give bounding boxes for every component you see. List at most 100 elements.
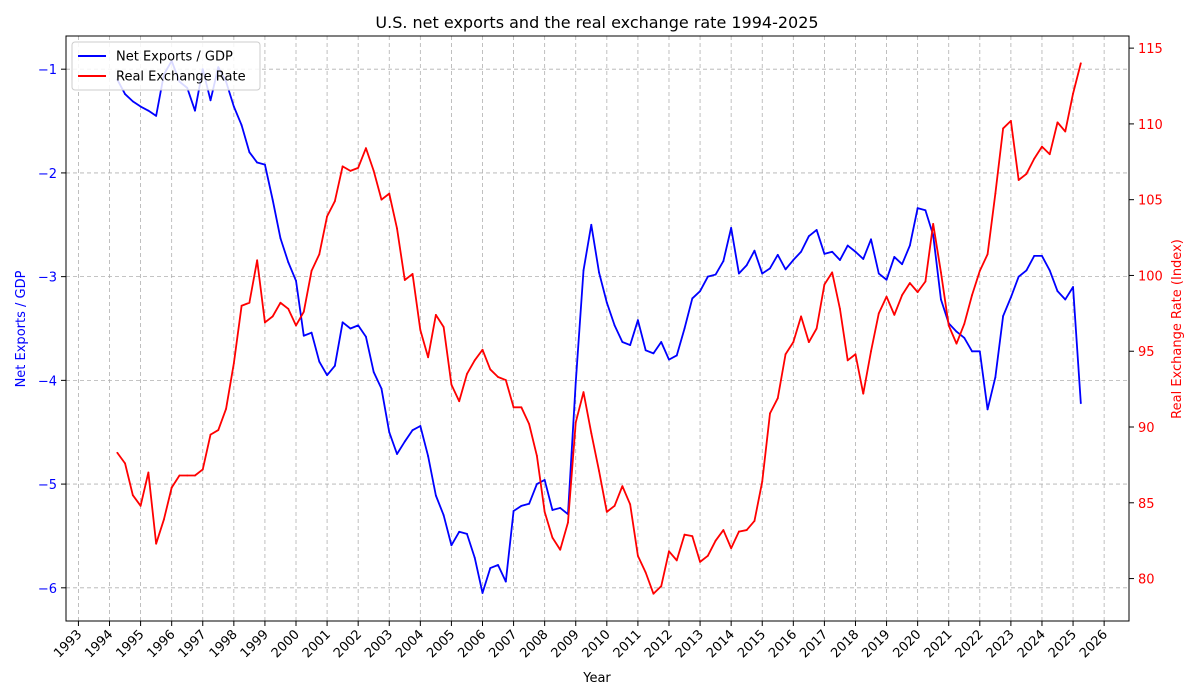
data-point-net-exports-gdp: [302, 334, 305, 337]
data-point-net-exports-gdp: [1002, 315, 1005, 317]
data-point-real-exchange-rate: [380, 198, 383, 201]
data-point-net-exports-gdp: [1025, 269, 1028, 272]
x-tick-label: 2026: [1077, 627, 1111, 661]
data-point-net-exports-gdp: [419, 425, 422, 427]
data-point-real-exchange-rate: [699, 560, 701, 563]
data-point-net-exports-gdp: [644, 349, 647, 352]
data-point-net-exports-gdp: [916, 207, 919, 210]
data-point-net-exports-gdp: [893, 256, 896, 258]
data-point-net-exports-gdp: [699, 290, 701, 293]
x-axis-title: Year: [582, 671, 611, 686]
data-point-net-exports-gdp: [388, 431, 391, 434]
data-point-real-exchange-rate: [1033, 157, 1036, 160]
data-point-real-exchange-rate: [567, 521, 569, 524]
data-point-net-exports-gdp: [800, 250, 802, 253]
data-point-real-exchange-rate: [940, 271, 942, 274]
data-point-net-exports-gdp: [978, 350, 981, 353]
data-point-net-exports-gdp: [714, 273, 717, 276]
data-point-net-exports-gdp: [512, 510, 515, 512]
data-point-net-exports-gdp: [971, 350, 973, 353]
data-point-real-exchange-rate: [574, 421, 577, 424]
data-point-net-exports-gdp: [807, 235, 810, 238]
data-point-real-exchange-rate: [644, 571, 647, 574]
data-point-net-exports-gdp: [815, 229, 818, 231]
data-point-net-exports-gdp: [349, 327, 352, 330]
data-point-real-exchange-rate: [512, 406, 515, 409]
data-point-net-exports-gdp: [248, 151, 251, 154]
x-tick-label: 2011: [611, 627, 645, 661]
data-point-net-exports-gdp: [738, 272, 740, 275]
data-point-net-exports-gdp: [839, 259, 841, 261]
data-point-real-exchange-rate: [256, 259, 259, 262]
data-point-net-exports-gdp: [124, 93, 126, 95]
x-tick-label: 1998: [207, 627, 241, 661]
data-point-real-exchange-rate: [978, 270, 981, 272]
x-tick-label: 2022: [953, 627, 987, 661]
data-point-net-exports-gdp: [613, 324, 616, 327]
y-right-tick-label: 85: [1138, 497, 1155, 512]
data-point-real-exchange-rate: [442, 326, 445, 328]
legend-label-real-exchange-rate: Real Exchange Rate: [116, 70, 246, 85]
data-point-real-exchange-rate: [318, 253, 321, 256]
y-left-tick-label: −5: [38, 478, 57, 493]
data-point-net-exports-gdp: [761, 272, 764, 275]
data-point-real-exchange-rate: [201, 468, 204, 471]
data-point-real-exchange-rate: [411, 273, 414, 275]
x-tick-label: 2019: [859, 627, 893, 661]
x-tick-label: 2020: [890, 627, 924, 661]
data-point-net-exports-gdp: [683, 327, 686, 330]
data-point-real-exchange-rate: [1025, 173, 1028, 175]
x-tick-label: 2002: [331, 627, 365, 661]
data-point-real-exchange-rate: [1041, 145, 1043, 148]
data-point-net-exports-gdp: [590, 223, 593, 226]
data-point-real-exchange-rate: [225, 407, 227, 410]
data-point-real-exchange-rate: [349, 169, 352, 172]
data-point-real-exchange-rate: [372, 169, 375, 172]
x-tick-label: 2023: [984, 627, 1018, 661]
data-point-net-exports-gdp: [357, 324, 360, 327]
data-point-net-exports-gdp: [411, 429, 414, 432]
data-point-real-exchange-rate: [1017, 179, 1020, 181]
x-tick-label: 2001: [300, 627, 334, 661]
data-point-real-exchange-rate: [155, 542, 158, 545]
data-point-real-exchange-rate: [497, 376, 499, 378]
data-point-real-exchange-rate: [598, 470, 600, 472]
data-point-net-exports-gdp: [279, 237, 282, 240]
data-point-net-exports-gdp: [535, 483, 538, 485]
data-point-real-exchange-rate: [341, 165, 344, 168]
data-point-real-exchange-rate: [955, 342, 958, 345]
x-tick-label: 2003: [362, 627, 396, 661]
data-point-net-exports-gdp: [333, 364, 336, 367]
x-tick-label: 1994: [82, 627, 116, 661]
data-point-net-exports-gdp: [466, 532, 468, 535]
data-point-real-exchange-rate: [660, 585, 663, 588]
data-point-real-exchange-rate: [971, 294, 973, 297]
data-point-net-exports-gdp: [955, 330, 958, 333]
data-point-net-exports-gdp: [372, 371, 375, 373]
data-point-net-exports-gdp: [932, 234, 935, 237]
data-point-net-exports-gdp: [504, 580, 507, 583]
data-point-net-exports-gdp: [1056, 290, 1059, 293]
data-point-net-exports-gdp: [668, 358, 670, 361]
data-point-real-exchange-rate: [186, 474, 189, 477]
data-point-real-exchange-rate: [147, 471, 150, 474]
data-point-real-exchange-rate: [551, 536, 554, 539]
legend-label-net-exports: Net Exports / GDP: [116, 50, 233, 65]
data-point-real-exchange-rate: [932, 223, 935, 225]
x-tick-label: 2008: [517, 627, 551, 661]
data-point-real-exchange-rate: [846, 359, 849, 362]
data-point-real-exchange-rate: [947, 324, 950, 327]
data-point-real-exchange-rate: [831, 271, 834, 274]
x-tick-label: 1995: [113, 627, 147, 661]
data-point-net-exports-gdp: [318, 360, 321, 363]
data-point-real-exchange-rate: [605, 510, 608, 513]
data-point-real-exchange-rate: [333, 200, 336, 203]
data-point-net-exports-gdp: [660, 341, 663, 343]
series-line-real-exchange-rate: [116, 63, 1082, 595]
data-point-real-exchange-rate: [279, 301, 282, 304]
data-point-net-exports-gdp: [706, 275, 709, 278]
data-point-real-exchange-rate: [1056, 121, 1059, 124]
y-left-tick-label: −3: [38, 271, 57, 286]
data-point-real-exchange-rate: [543, 510, 546, 513]
